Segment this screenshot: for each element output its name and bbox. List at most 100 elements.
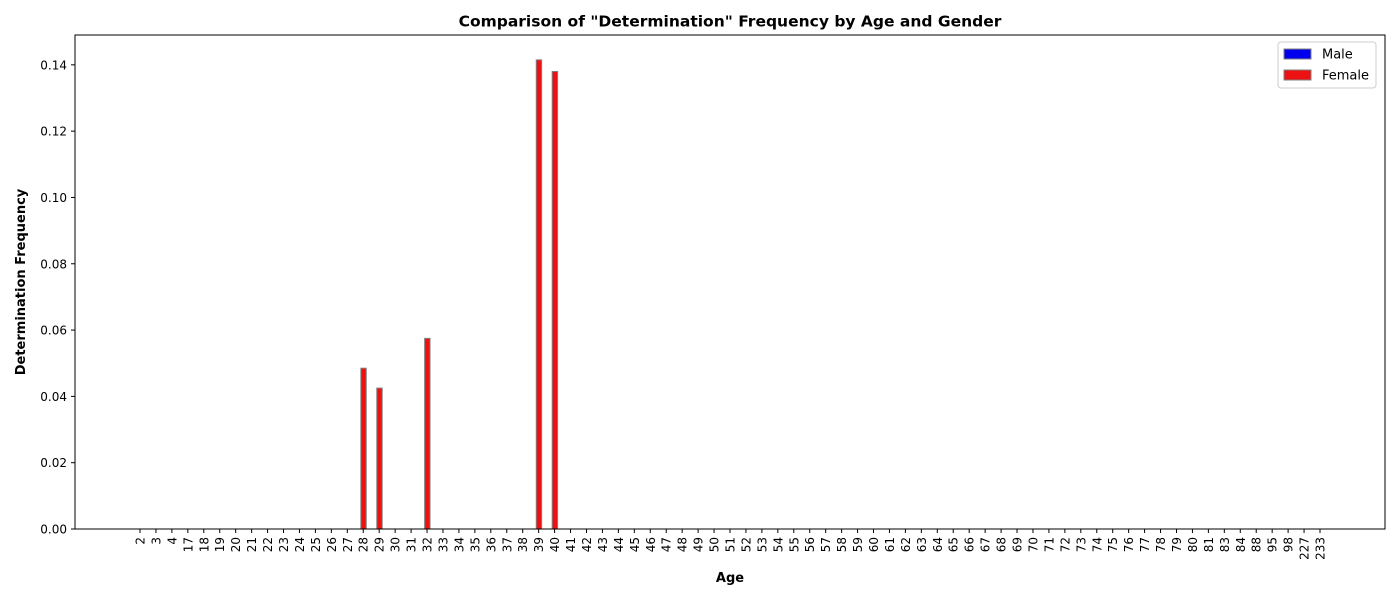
x-tick-label: 41: [564, 537, 578, 552]
y-axis: 0.00 0.02 0.04 0.06 0.08 0.10 0.12 0.14: [40, 58, 75, 537]
x-tick-label: 29: [373, 537, 387, 552]
x-tick-label: 75: [1106, 537, 1120, 552]
x-tick-label: 73: [1074, 537, 1088, 552]
x-tick-label: 98: [1282, 537, 1296, 552]
x-tick-label: 57: [819, 537, 833, 552]
x-tick-label: 36: [484, 537, 498, 552]
plot-frame: [74, 34, 1386, 530]
x-tick-label: 33: [436, 537, 450, 552]
y-axis-title: Determination Frequency: [14, 188, 29, 375]
x-tick-label: 40: [548, 537, 562, 552]
x-tick-label: 61: [883, 537, 897, 552]
y-tick-label: 0.10: [40, 191, 67, 205]
x-tick-label: 78: [1154, 537, 1168, 552]
x-tick-label: 4: [165, 537, 179, 545]
x-tick-label: 59: [851, 537, 865, 552]
x-tick-label: 24: [293, 537, 307, 552]
x-tick-label: 55: [787, 537, 801, 552]
x-tick-label: 48: [676, 537, 690, 552]
x-tick-label: 53: [755, 537, 769, 552]
x-tick-label: 227: [1298, 537, 1312, 560]
x-tick-label: 79: [1170, 537, 1184, 552]
x-tick-label: 22: [261, 537, 275, 552]
x-tick-label: 52: [739, 537, 753, 552]
x-tick-label: 50: [708, 537, 722, 552]
x-tick-label: 64: [931, 537, 945, 552]
legend-label-male: Male: [1322, 48, 1353, 63]
x-axis-title: Age: [716, 571, 744, 586]
y-tick-label: 0.14: [40, 58, 67, 72]
x-tick-label: 26: [325, 537, 339, 552]
legend: Male Female: [1277, 41, 1377, 89]
x-tick-label: 54: [771, 537, 785, 552]
x-tick-label: 62: [899, 537, 913, 552]
bar-female-28: [360, 367, 367, 530]
x-tick-label: 38: [516, 537, 530, 552]
x-tick-label: 34: [452, 537, 466, 552]
x-tick-label: 233: [1314, 537, 1328, 560]
x-tick-label: 39: [532, 537, 546, 552]
bars-group: [360, 59, 559, 530]
x-tick-label: 27: [341, 537, 355, 552]
x-tick-label: 44: [612, 537, 626, 552]
y-tick-label: 0.12: [40, 125, 67, 139]
x-tick-label: 72: [1058, 537, 1072, 552]
x-tick-label: 31: [405, 537, 419, 552]
x-tick-label: 17: [181, 537, 195, 552]
y-tick-label: 0.06: [40, 324, 67, 338]
x-tick-label: 56: [803, 537, 817, 552]
x-tick-label: 81: [1202, 537, 1216, 552]
x-tick-label: 65: [947, 537, 961, 552]
x-tick-label: 63: [915, 537, 929, 552]
x-tick-label: 3: [149, 537, 163, 545]
x-tick-label: 51: [724, 537, 738, 552]
y-tick-label: 0.08: [40, 257, 67, 271]
x-tick-label: 21: [245, 537, 259, 552]
x-axis: 2 3 4 17 18 19 20 21 22 23 24 25 26 27 28 29 30 31 32 33 34 3…: [134, 529, 1328, 560]
legend-swatch-female: [1283, 69, 1312, 81]
x-tick-label: 28: [357, 537, 371, 552]
legend-label-female: Female: [1322, 69, 1369, 84]
x-tick-label: 43: [596, 537, 610, 552]
x-tick-label: 42: [580, 537, 594, 552]
x-tick-label: 84: [1234, 537, 1248, 552]
x-tick-label: 76: [1122, 537, 1136, 552]
x-tick-label: 83: [1218, 537, 1232, 552]
x-tick-label: 88: [1250, 537, 1264, 552]
x-tick-label: 18: [197, 537, 211, 552]
y-tick-label: 0.04: [40, 390, 67, 404]
x-tick-label: 2: [134, 537, 148, 545]
x-tick-label: 71: [1042, 537, 1056, 552]
x-tick-label: 46: [644, 537, 658, 552]
x-tick-label: 95: [1266, 537, 1280, 552]
x-tick-label: 68: [995, 537, 1009, 552]
x-tick-label: 19: [213, 537, 227, 552]
x-tick-label: 35: [468, 537, 482, 552]
x-tick-label: 23: [277, 537, 291, 552]
x-tick-label: 20: [229, 537, 243, 552]
x-tick-label: 32: [421, 537, 435, 552]
x-tick-label: 30: [389, 537, 403, 552]
bar-female-39: [535, 59, 543, 530]
x-tick-label: 74: [1090, 537, 1104, 552]
x-tick-label: 25: [309, 537, 323, 552]
x-tick-label: 60: [867, 537, 881, 552]
x-tick-label: 80: [1186, 537, 1200, 552]
bar-female-32: [424, 337, 431, 530]
x-tick-label: 69: [1011, 537, 1025, 552]
bar-female-40: [551, 70, 559, 530]
x-tick-label: 49: [692, 537, 706, 552]
x-tick-label: 77: [1138, 537, 1152, 552]
x-tick-label: 37: [500, 537, 514, 552]
chart-title: Comparison of "Determination" Frequency …: [459, 13, 1002, 31]
y-tick-label: 0.00: [40, 523, 67, 537]
x-tick-label: 45: [628, 537, 642, 552]
x-tick-label: 58: [835, 537, 849, 552]
x-tick-label: 66: [963, 537, 977, 552]
bar-female-29: [376, 387, 383, 530]
legend-swatch-male: [1283, 48, 1312, 60]
x-tick-label: 70: [1026, 537, 1040, 552]
y-tick-label: 0.02: [40, 456, 67, 470]
x-tick-label: 47: [660, 537, 674, 552]
